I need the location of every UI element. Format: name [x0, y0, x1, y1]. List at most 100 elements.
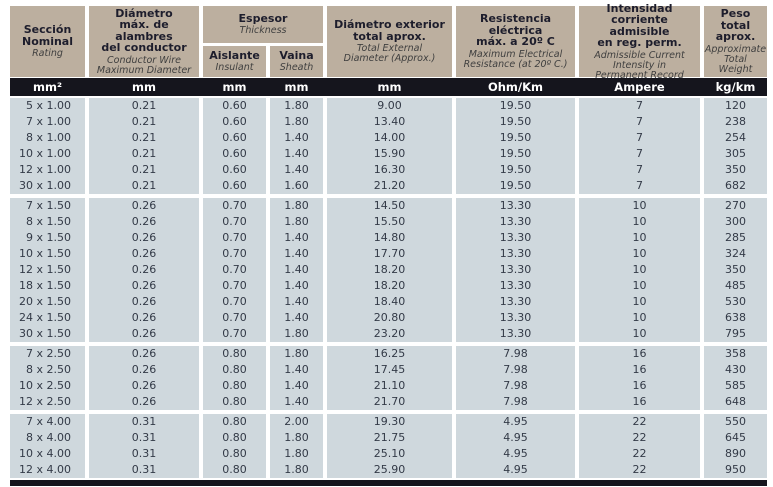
table-cell: 19.50 — [456, 178, 575, 194]
table-cell: 21.20 — [327, 178, 452, 194]
table-cell: 682 — [704, 178, 767, 194]
header-title: Vaina — [279, 48, 314, 62]
table-cell: 0.31 — [89, 446, 199, 462]
table-row: 20 x 1.50 0.26 0.70 1.40 18.40 13.30 10 530 — [10, 294, 767, 310]
table-cell: 0.31 — [89, 430, 199, 446]
table-cell: 4.95 — [456, 414, 575, 430]
header-title: Intensidad corriente admisible en reg. p… — [597, 1, 682, 49]
header-subtitle: Maximum Electrical Resistance (at 20º C.… — [463, 48, 568, 70]
table-cell: 7.98 — [456, 346, 575, 362]
table-cell: 0.70 — [203, 246, 266, 262]
table-row: 9 x 1.50 0.26 0.70 1.40 14.80 13.30 10 285 — [10, 230, 767, 246]
unit-vaina: mm — [284, 80, 309, 94]
table-row: 30 x 1.50 0.26 0.70 1.80 23.20 13.30 10 795 — [10, 326, 767, 342]
table-cell: 12 x 1.00 — [10, 162, 85, 178]
table-cell: 0.26 — [89, 362, 199, 378]
table-cell: 9.00 — [327, 98, 452, 114]
table-cell: 12 x 2.50 — [10, 394, 85, 410]
table-cell: 16.30 — [327, 162, 452, 178]
table-cell: 1.80 — [270, 430, 323, 446]
table-cell: 890 — [704, 446, 767, 462]
table-cell: 530 — [704, 294, 767, 310]
table-cell: 0.70 — [203, 310, 266, 326]
table-cell: 7.98 — [456, 362, 575, 378]
table-cell: 10 x 4.00 — [10, 446, 85, 462]
table-cell: 0.80 — [203, 462, 266, 478]
table-row: 10 x 1.50 0.26 0.70 1.40 17.70 13.30 10 324 — [10, 246, 767, 262]
table-cell: 0.60 — [203, 98, 266, 114]
header-diametro-conductor: Diámetro máx. de alambres del conductor … — [89, 6, 199, 77]
table-cell: 120 — [704, 98, 767, 114]
table-row: 7 x 1.50 0.26 0.70 1.80 14.50 13.30 10 270 — [10, 198, 767, 214]
unit-seccion: mm² — [32, 80, 62, 94]
table-cell: 1.80 — [270, 446, 323, 462]
table-cell: 1.80 — [270, 198, 323, 214]
table-cell: 0.26 — [89, 262, 199, 278]
table-cell: 1.80 — [270, 98, 323, 114]
table-cell: 10 — [579, 294, 700, 310]
table-row: 12 x 1.50 0.26 0.70 1.40 18.20 13.30 10 350 — [10, 262, 767, 278]
table-cell: 10 — [579, 230, 700, 246]
table-cell: 16 — [579, 378, 700, 394]
table-cell: 358 — [704, 346, 767, 362]
table-cell: 1.40 — [270, 230, 323, 246]
table-cell: 16 — [579, 362, 700, 378]
table-cell: 0.21 — [89, 130, 199, 146]
unit-peso: kg/km — [715, 80, 756, 94]
table-cell: 0.26 — [89, 326, 199, 342]
table-cell: 13.30 — [456, 230, 575, 246]
table-cell: 22 — [579, 414, 700, 430]
cable-spec-table: Sección Nominal Rating Diámetro máx. de … — [10, 1, 767, 486]
table-cell: 1.40 — [270, 162, 323, 178]
table-cell: 10 — [579, 198, 700, 214]
table-cell: 10 — [579, 278, 700, 294]
table-cell: 0.80 — [203, 346, 266, 362]
table-cell: 13.30 — [456, 262, 575, 278]
table-cell: 22 — [579, 446, 700, 462]
table-cell: 1.40 — [270, 278, 323, 294]
table-cell: 8 x 1.50 — [10, 214, 85, 230]
unit-intensidad: Ampere — [614, 80, 665, 94]
table-cell: 18 x 1.50 — [10, 278, 85, 294]
table-cell: 5 x 1.00 — [10, 98, 85, 114]
table-cell: 1.40 — [270, 394, 323, 410]
header-subtitle: Conductor Wire Maximum Diameter — [96, 54, 192, 76]
table-cell: 21.70 — [327, 394, 452, 410]
table-row: 7 x 1.00 0.21 0.60 1.80 13.40 19.50 7 238 — [10, 114, 767, 130]
table-cell: 19.30 — [327, 414, 452, 430]
table-cell: 7 — [579, 162, 700, 178]
table-cell: 22 — [579, 430, 700, 446]
table-body: 5 x 1.00 0.21 0.60 1.80 9.00 19.50 7 120 7 x 1.0… — [10, 98, 767, 478]
table-cell: 17.45 — [327, 362, 452, 378]
table-row: 12 x 1.00 0.21 0.60 1.40 16.30 19.50 7 350 — [10, 162, 767, 178]
table-cell: 0.31 — [89, 462, 199, 478]
unit-diametro: mm — [132, 80, 156, 94]
table-cell: 1.80 — [270, 114, 323, 130]
table-cell: 24 x 1.50 — [10, 310, 85, 326]
table-cell: 10 x 1.00 — [10, 146, 85, 162]
table-cell: 15.50 — [327, 214, 452, 230]
table-cell: 350 — [704, 262, 767, 278]
table-row: 7 x 4.00 0.31 0.80 2.00 19.30 4.95 22 550 — [10, 414, 767, 430]
header-title: Sección Nominal — [21, 23, 74, 48]
table-cell: 0.21 — [89, 162, 199, 178]
header-title: Resistencia eléctrica máx. a 20º C — [476, 12, 555, 49]
table-cell: 0.26 — [89, 346, 199, 362]
table-cell: 1.80 — [270, 346, 323, 362]
table-cell: 0.70 — [203, 262, 266, 278]
header-title: Espesor — [238, 11, 288, 25]
table-cell: 0.21 — [89, 178, 199, 194]
table-cell: 1.40 — [270, 146, 323, 162]
table-cell: 7 x 1.50 — [10, 198, 85, 214]
table-cell: 19.50 — [456, 98, 575, 114]
table-cell: 0.70 — [203, 294, 266, 310]
table-cell: 0.70 — [203, 278, 266, 294]
table-cell: 0.31 — [89, 414, 199, 430]
table-cell: 485 — [704, 278, 767, 294]
table-cell: 23.20 — [327, 326, 452, 342]
table-cell: 13.30 — [456, 278, 575, 294]
table-cell: 30 x 1.50 — [10, 326, 85, 342]
table-cell: 0.70 — [203, 230, 266, 246]
table-cell: 305 — [704, 146, 767, 162]
table-cell: 0.80 — [203, 414, 266, 430]
